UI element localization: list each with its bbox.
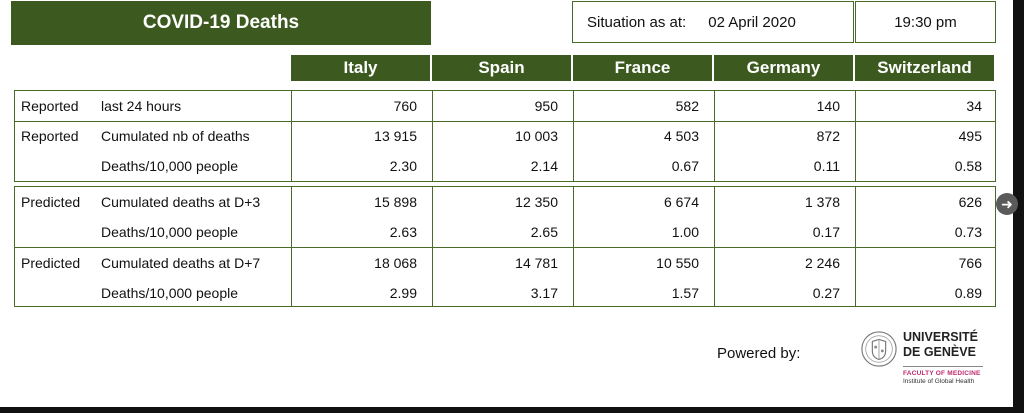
cell-france: 4 503	[663, 128, 699, 144]
column-header-france: France	[573, 55, 712, 81]
cell-spain: 14 781	[515, 255, 558, 271]
cell-germany: 0.27	[812, 285, 840, 301]
cell-switzerland: 0.73	[954, 224, 982, 240]
university-logo: UNIVERSITÉ DE GENÈVE FACULTY OF MEDICINE…	[858, 328, 998, 390]
table-row: Deaths/10,000 people 2.99 3.17 1.57 0.27…	[15, 278, 995, 308]
cell-switzerland: 495	[958, 128, 982, 144]
cell-france: 0.67	[671, 158, 699, 174]
situation-date: 02 April 2020	[708, 13, 796, 31]
column-header-germany: Germany	[714, 55, 853, 81]
cell-germany: 872	[816, 128, 840, 144]
row-type: Predicted	[21, 194, 81, 210]
cell-italy: 18 068	[374, 255, 417, 271]
row-description: Deaths/10,000 people	[101, 158, 238, 174]
powered-by-label: Powered by:	[717, 345, 801, 362]
predicted-table: Predicted Cumulated deaths at D+3 15 898…	[14, 186, 996, 307]
column-header-switzerland: Switzerland	[855, 55, 994, 81]
situation-time: 19:30 pm	[855, 1, 996, 43]
cell-switzerland: 626	[958, 194, 982, 210]
cell-france: 1.00	[671, 224, 699, 240]
faculty-name: FACULTY OF MEDICINE	[903, 370, 981, 377]
cell-germany: 0.17	[812, 224, 840, 240]
table-row: Deaths/10,000 people 2.30 2.14 0.67 0.11…	[15, 151, 995, 181]
cell-france: 6 674	[663, 194, 699, 210]
institute-name: Institute of Global Health	[903, 378, 975, 385]
chevron-right-icon[interactable]: ➜	[996, 193, 1018, 215]
cell-switzerland: 766	[958, 255, 982, 271]
cell-switzerland: 0.58	[954, 158, 982, 174]
cell-france: 1.57	[671, 285, 699, 301]
page-title: COVID-19 Deaths	[11, 1, 431, 45]
logo-divider	[903, 366, 983, 367]
situation-label: Situation as at:	[587, 13, 687, 31]
row-description: last 24 hours	[101, 98, 182, 114]
cell-switzerland: 0.89	[954, 285, 982, 301]
cell-spain: 12 350	[515, 194, 558, 210]
row-type: Reported	[21, 98, 79, 114]
table-row: Reported last 24 hours 760 950 582 140 3…	[15, 91, 995, 121]
cell-germany: 1 378	[804, 194, 840, 210]
column-header-spain: Spain	[432, 55, 571, 81]
cell-italy: 15 898	[374, 194, 417, 210]
cell-italy: 760	[393, 98, 417, 114]
table-row: Reported Cumulated nb of deaths 13 915 1…	[15, 121, 995, 151]
university-seal-icon	[861, 331, 897, 367]
table-row: Predicted Cumulated deaths at D+7 18 068…	[15, 248, 995, 278]
table-row: Predicted Cumulated deaths at D+3 15 898…	[15, 187, 995, 217]
row-type: Reported	[21, 128, 79, 144]
cell-spain: 2.65	[530, 224, 558, 240]
cell-switzerland: 34	[966, 98, 982, 114]
cell-germany: 140	[816, 98, 840, 114]
cell-spain: 10 003	[515, 128, 558, 144]
column-header-italy: Italy	[291, 55, 430, 81]
university-name-line1: UNIVERSITÉ	[903, 330, 979, 344]
cell-germany: 2 246	[804, 255, 840, 271]
row-description: Cumulated deaths at D+7	[101, 255, 261, 271]
cell-italy: 13 915	[374, 128, 417, 144]
reported-table: Reported last 24 hours 760 950 582 140 3…	[14, 90, 996, 182]
row-description: Deaths/10,000 people	[101, 285, 238, 301]
cell-spain: 3.17	[530, 285, 558, 301]
cell-italy: 2.30	[389, 158, 417, 174]
cell-spain: 950	[534, 98, 558, 114]
cell-italy: 2.99	[389, 285, 417, 301]
university-name: UNIVERSITÉ DE GENÈVE	[903, 330, 978, 360]
row-description: Cumulated deaths at D+3	[101, 194, 261, 210]
row-description: Deaths/10,000 people	[101, 224, 238, 240]
cell-france: 10 550	[656, 255, 699, 271]
table-row: Deaths/10,000 people 2.63 2.65 1.00 0.17…	[15, 217, 995, 247]
cell-italy: 2.63	[389, 224, 417, 240]
cell-germany: 0.11	[813, 158, 840, 174]
university-name-line2: DE GENÈVE	[903, 345, 976, 359]
situation-box: Situation as at: 02 April 2020	[572, 1, 854, 43]
cell-france: 582	[675, 98, 699, 114]
cell-spain: 2.14	[530, 158, 558, 174]
row-type: Predicted	[21, 255, 81, 271]
slide: COVID-19 Deaths Situation as at: 02 Apri…	[0, 0, 1013, 407]
row-description: Cumulated nb of deaths	[101, 128, 250, 144]
